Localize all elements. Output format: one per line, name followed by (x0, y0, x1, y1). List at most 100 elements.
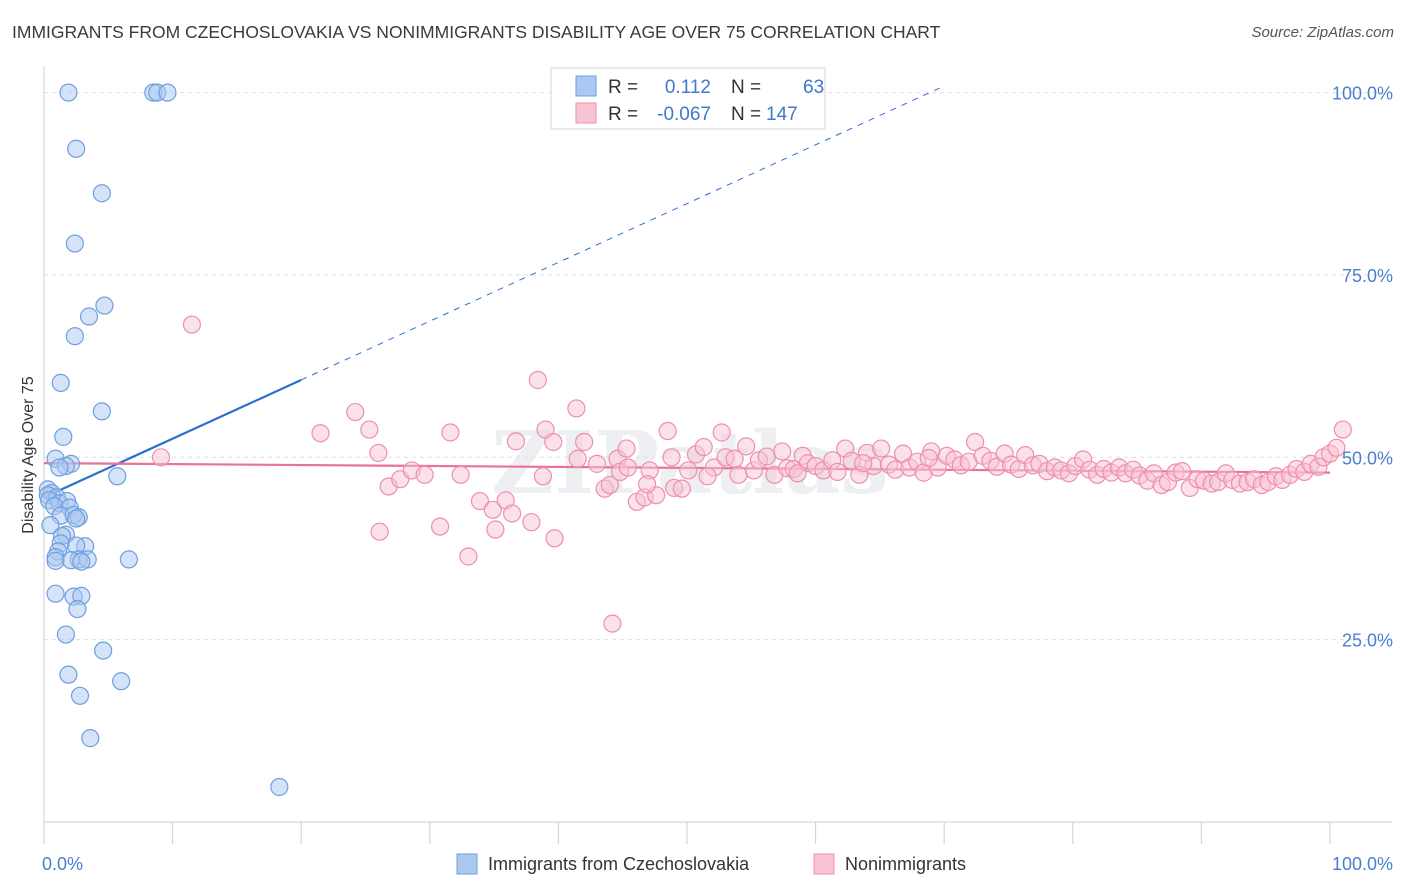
point-nonimmigrant (638, 475, 657, 494)
point-czechoslovakia (92, 184, 111, 203)
point-nonimmigrant (872, 439, 891, 458)
point-czechoslovakia (70, 686, 90, 705)
point-nonimmigrant (712, 423, 731, 442)
point-nonimmigrant (360, 420, 379, 439)
point-nonimmigrant (729, 465, 748, 484)
point-nonimmigrant (415, 465, 434, 484)
bottom-legend: Immigrants from Czechoslovakia Nonimmigr… (456, 853, 966, 875)
point-nonimmigrant (658, 421, 677, 441)
point-nonimmigrant (369, 443, 388, 463)
point-nonimmigrant (1333, 420, 1352, 439)
point-czechoslovakia (65, 327, 84, 346)
bottom-legend-swatch-blue (456, 853, 478, 875)
legend-r-value-2: -0.067 (657, 104, 711, 125)
point-czechoslovakia (79, 307, 99, 326)
point-nonimmigrant (788, 464, 807, 483)
point-czechoslovakia (56, 625, 75, 644)
point-nonimmigrant (441, 423, 460, 442)
legend-swatch-pink (575, 102, 597, 124)
legend-swatch-blue (575, 75, 597, 97)
bottom-legend-label-2: Nonimmigrants (845, 854, 966, 874)
point-nonimmigrant (757, 447, 776, 466)
point-czechoslovakia (67, 139, 86, 158)
point-czechoslovakia (92, 402, 111, 421)
point-czechoslovakia (46, 551, 65, 570)
point-nonimmigrant (346, 402, 365, 422)
point-nonimmigrant (451, 465, 470, 484)
point-nonimmigrant (470, 491, 490, 511)
point-nonimmigrant (522, 513, 541, 532)
points (38, 83, 1352, 797)
point-nonimmigrant (618, 458, 637, 477)
point-nonimmigrant (617, 439, 636, 458)
point-nonimmigrant (151, 448, 171, 467)
point-czechoslovakia (112, 672, 131, 691)
chart-source: Source: ZipAtlas.com (1251, 24, 1394, 41)
point-nonimmigrant (662, 448, 681, 467)
point-czechoslovakia (81, 729, 100, 748)
point-nonimmigrant (544, 432, 563, 452)
point-czechoslovakia (68, 599, 87, 619)
point-czechoslovakia (59, 665, 78, 684)
point-nonimmigrant (545, 529, 564, 548)
point-nonimmigrant (567, 399, 586, 418)
point-nonimmigrant (773, 442, 792, 461)
point-czechoslovakia (41, 516, 60, 535)
legend-box: R = 0.112 N = 63 R = -0.067 N = 147 (550, 67, 826, 130)
legend-n-label-1: N = (731, 77, 761, 98)
point-nonimmigrant (672, 479, 691, 498)
x-tick-labels: 0.0% 100.0% (42, 854, 1393, 874)
point-nonimmigrant (600, 475, 619, 495)
x-tick-label: 100.0% (1332, 854, 1393, 874)
chart-title: IMMIGRANTS FROM CZECHOSLOVAKIA VS NONIMM… (12, 22, 941, 42)
point-nonimmigrant (483, 500, 502, 519)
point-czechoslovakia (119, 550, 138, 569)
bottom-legend-swatch-pink (813, 853, 835, 875)
grid (44, 92, 1392, 641)
y-tick-label: 100.0% (1332, 84, 1393, 104)
point-nonimmigrant (603, 614, 622, 633)
point-czechoslovakia (95, 296, 114, 315)
legend-n-value-2: 147 (766, 104, 798, 125)
point-czechoslovakia (270, 777, 289, 797)
point-nonimmigrant (679, 461, 698, 480)
point-czechoslovakia (54, 427, 73, 446)
legend-r-label-2: R = (608, 104, 638, 125)
point-nonimmigrant (828, 462, 847, 481)
point-czechoslovakia (50, 458, 69, 477)
point-nonimmigrant (459, 547, 478, 566)
legend-r-value-1: 0.112 (665, 77, 711, 98)
y-tick-label: 25.0% (1342, 631, 1393, 651)
y-tick-label: 75.0% (1342, 266, 1393, 286)
point-nonimmigrant (919, 448, 938, 468)
point-nonimmigrant (1327, 438, 1346, 457)
legend-r-label-1: R = (608, 77, 638, 98)
point-nonimmigrant (1173, 462, 1192, 481)
point-nonimmigrant (182, 315, 201, 334)
point-nonimmigrant (698, 467, 717, 486)
point-nonimmigrant (370, 522, 389, 541)
point-nonimmigrant (528, 370, 547, 390)
y-axis-label: Disability Age Over 75 (20, 376, 37, 534)
point-czechoslovakia (158, 83, 177, 102)
point-czechoslovakia (72, 552, 91, 571)
axes (43, 66, 1392, 844)
legend-n-value-1: 63 (803, 77, 824, 98)
trend-line-czechoslovakia-extension (300, 85, 945, 381)
y-tick-label: 50.0% (1342, 448, 1393, 468)
point-nonimmigrant (854, 454, 873, 473)
point-nonimmigrant (503, 504, 522, 523)
point-nonimmigrant (568, 449, 587, 468)
point-czechoslovakia (51, 373, 70, 392)
point-nonimmigrant (311, 424, 330, 443)
point-czechoslovakia (67, 509, 86, 528)
point-nonimmigrant (694, 437, 713, 457)
trend-line-czechoslovakia (43, 378, 302, 499)
point-czechoslovakia (94, 641, 113, 660)
point-czechoslovakia (46, 584, 65, 603)
point-nonimmigrant (587, 454, 607, 473)
point-nonimmigrant (737, 437, 756, 456)
x-tick-label: 0.0% (42, 854, 83, 874)
point-nonimmigrant (575, 432, 594, 452)
